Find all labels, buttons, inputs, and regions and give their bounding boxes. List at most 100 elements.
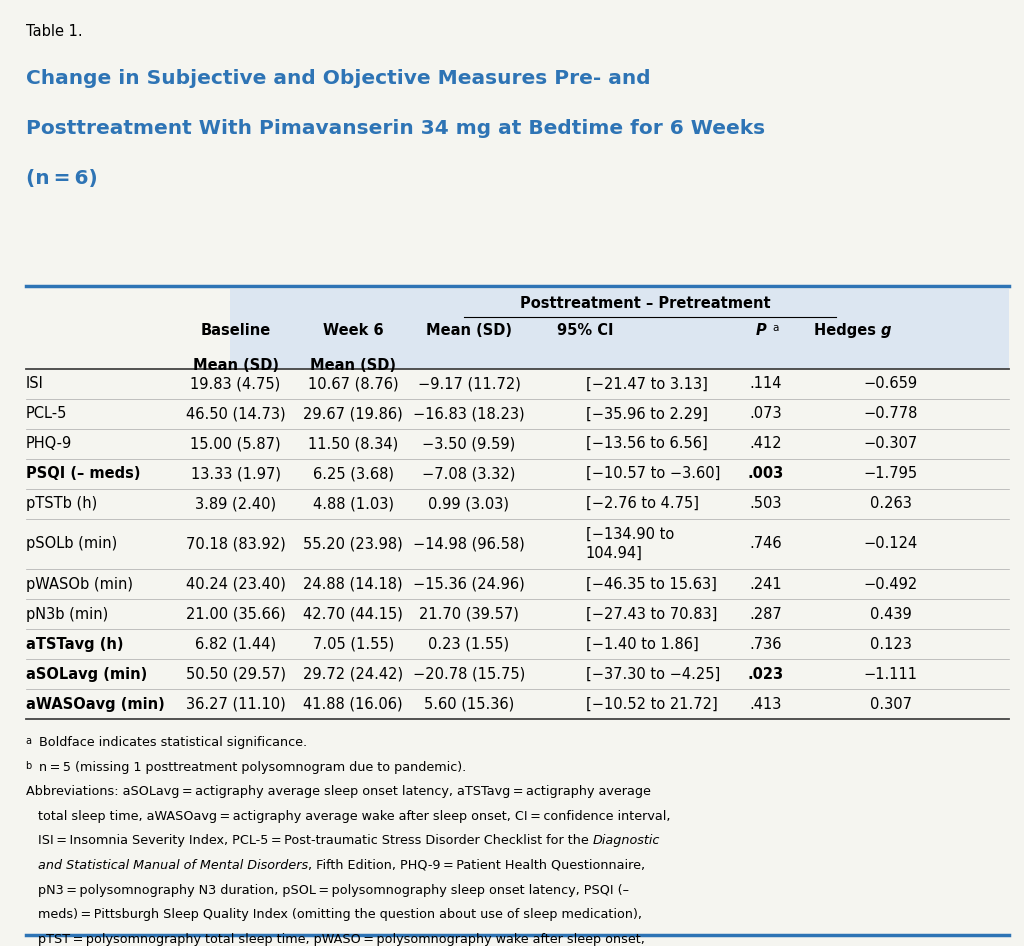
Text: Week 6: Week 6: [323, 323, 384, 338]
Text: 21.70 (39.57): 21.70 (39.57): [419, 606, 519, 622]
Text: Boldface indicates statistical significance.: Boldface indicates statistical significa…: [39, 736, 307, 749]
Text: [−46.35 to 15.63]: [−46.35 to 15.63]: [586, 577, 717, 592]
Text: 6.82 (1.44): 6.82 (1.44): [195, 637, 276, 652]
Text: 13.33 (1.97): 13.33 (1.97): [190, 466, 281, 482]
Text: −9.17 (11.72): −9.17 (11.72): [418, 377, 520, 392]
Text: −1.795: −1.795: [864, 466, 918, 482]
Text: PHQ-9: PHQ-9: [26, 436, 72, 451]
Text: Change in Subjective and Objective Measures Pre- and: Change in Subjective and Objective Measu…: [26, 69, 650, 88]
Text: 5.60 (15.36): 5.60 (15.36): [424, 696, 514, 711]
Text: 55.20 (23.98): 55.20 (23.98): [303, 536, 403, 552]
Text: 46.50 (14.73): 46.50 (14.73): [185, 407, 286, 421]
Text: .412: .412: [750, 436, 782, 451]
Text: g: g: [881, 323, 891, 338]
Text: 6.25 (3.68): 6.25 (3.68): [312, 466, 394, 482]
Text: 50.50 (29.57): 50.50 (29.57): [185, 667, 286, 681]
Text: [−2.76 to 4.75]: [−2.76 to 4.75]: [586, 496, 698, 511]
Text: ISI: ISI: [26, 377, 43, 392]
Text: b: b: [26, 761, 32, 771]
Text: −14.98 (96.58): −14.98 (96.58): [413, 536, 525, 552]
Text: ISI = Insomnia Severity Index, PCL-5 = Post-traumatic Stress Disorder Checklist : ISI = Insomnia Severity Index, PCL-5 = P…: [26, 834, 592, 848]
Text: 40.24 (23.40): 40.24 (23.40): [185, 577, 286, 592]
Text: 104.94]: 104.94]: [586, 546, 643, 561]
Text: pN3b (min): pN3b (min): [26, 606, 108, 622]
Text: aTSTavg (h): aTSTavg (h): [26, 637, 123, 652]
Text: .241: .241: [750, 577, 782, 592]
Text: aSOLavg (min): aSOLavg (min): [26, 667, 146, 681]
Bar: [230, 289, 1009, 369]
Text: .413: .413: [750, 696, 782, 711]
Text: pTSTb (h): pTSTb (h): [26, 496, 97, 511]
Text: total sleep time, aWASOavg = actigraphy average wake after sleep onset, CI = con: total sleep time, aWASOavg = actigraphy …: [26, 810, 670, 823]
Text: 0.123: 0.123: [870, 637, 911, 652]
Text: 0.307: 0.307: [869, 696, 912, 711]
Text: [−1.40 to 1.86]: [−1.40 to 1.86]: [586, 637, 698, 652]
Text: 21.00 (35.66): 21.00 (35.66): [185, 606, 286, 622]
Text: 41.88 (16.06): 41.88 (16.06): [303, 696, 403, 711]
Text: 4.88 (1.03): 4.88 (1.03): [312, 496, 394, 511]
Text: 29.67 (19.86): 29.67 (19.86): [303, 407, 403, 421]
Text: pSOLb (min): pSOLb (min): [26, 536, 117, 552]
Text: −7.08 (3.32): −7.08 (3.32): [422, 466, 516, 482]
Text: 0.263: 0.263: [870, 496, 911, 511]
Text: PCL-5: PCL-5: [26, 407, 67, 421]
Text: 15.00 (5.87): 15.00 (5.87): [190, 436, 281, 451]
Text: Posttreatment With Pimavanserin 34 mg at Bedtime for 6 Weeks: Posttreatment With Pimavanserin 34 mg at…: [26, 119, 765, 138]
Text: .736: .736: [750, 637, 782, 652]
Text: a: a: [772, 323, 778, 333]
Text: −0.492: −0.492: [864, 577, 918, 592]
Text: Hedges: Hedges: [813, 323, 881, 338]
Text: P: P: [756, 323, 766, 338]
Text: 11.50 (8.34): 11.50 (8.34): [308, 436, 398, 451]
Text: Baseline: Baseline: [201, 323, 270, 338]
Text: .114: .114: [750, 377, 782, 392]
Text: .287: .287: [750, 606, 782, 622]
Text: .746: .746: [750, 536, 782, 552]
Text: −1.111: −1.111: [864, 667, 918, 681]
Text: pN3 = polysomnography N3 duration, pSOL = polysomnography sleep onset latency, P: pN3 = polysomnography N3 duration, pSOL …: [26, 884, 629, 897]
Text: and Statistical Manual of Mental Disorders: and Statistical Manual of Mental Disorde…: [26, 859, 308, 872]
Text: , Fifth Edition, PHQ-9 = Patient Health Questionnaire,: , Fifth Edition, PHQ-9 = Patient Health …: [308, 859, 645, 872]
Text: 36.27 (11.10): 36.27 (11.10): [185, 696, 286, 711]
Text: (n = 6): (n = 6): [26, 169, 97, 188]
Text: [−13.56 to 6.56]: [−13.56 to 6.56]: [586, 436, 708, 451]
Text: 3.89 (2.40): 3.89 (2.40): [195, 496, 276, 511]
Text: 95% CI: 95% CI: [557, 323, 614, 338]
Text: [−35.96 to 2.29]: [−35.96 to 2.29]: [586, 407, 708, 421]
Text: Posttreatment – Pretreatment: Posttreatment – Pretreatment: [520, 296, 771, 311]
Text: −20.78 (15.75): −20.78 (15.75): [413, 667, 525, 681]
Text: −0.124: −0.124: [864, 536, 918, 552]
Text: −15.36 (24.96): −15.36 (24.96): [413, 577, 525, 592]
Text: pTST = polysomnography total sleep time, pWASO = polysomnography wake after slee: pTST = polysomnography total sleep time,…: [26, 933, 644, 946]
Text: 0.23 (1.55): 0.23 (1.55): [428, 637, 510, 652]
Text: [−134.90 to: [−134.90 to: [586, 527, 674, 542]
Text: Abbreviations: aSOLavg = actigraphy average sleep onset latency, aTSTavg = actig: Abbreviations: aSOLavg = actigraphy aver…: [26, 785, 650, 798]
Text: −3.50 (9.59): −3.50 (9.59): [422, 436, 516, 451]
Text: PSQI (– meds): PSQI (– meds): [26, 466, 140, 482]
Text: 29.72 (24.42): 29.72 (24.42): [303, 667, 403, 681]
Text: meds) = Pittsburgh Sleep Quality Index (omitting the question about use of sleep: meds) = Pittsburgh Sleep Quality Index (…: [26, 908, 642, 921]
Text: .003: .003: [748, 466, 784, 482]
Text: .073: .073: [750, 407, 782, 421]
Text: 10.67 (8.76): 10.67 (8.76): [308, 377, 398, 392]
Text: −0.307: −0.307: [864, 436, 918, 451]
Text: 0.439: 0.439: [870, 606, 911, 622]
Text: Table 1.: Table 1.: [26, 24, 82, 39]
Text: [−10.57 to −3.60]: [−10.57 to −3.60]: [586, 466, 720, 482]
Text: [−21.47 to 3.13]: [−21.47 to 3.13]: [586, 377, 708, 392]
Text: .503: .503: [750, 496, 782, 511]
Text: Mean (SD): Mean (SD): [193, 358, 279, 373]
Text: 19.83 (4.75): 19.83 (4.75): [190, 377, 281, 392]
Text: [−37.30 to −4.25]: [−37.30 to −4.25]: [586, 667, 720, 681]
Text: 24.88 (14.18): 24.88 (14.18): [303, 577, 403, 592]
Text: [−10.52 to 21.72]: [−10.52 to 21.72]: [586, 696, 718, 711]
Text: 42.70 (44.15): 42.70 (44.15): [303, 606, 403, 622]
Text: Diagnostic: Diagnostic: [592, 834, 659, 848]
Text: −0.659: −0.659: [864, 377, 918, 392]
Text: 70.18 (83.92): 70.18 (83.92): [185, 536, 286, 552]
Text: Mean (SD): Mean (SD): [426, 323, 512, 338]
Text: 0.99 (3.03): 0.99 (3.03): [428, 496, 510, 511]
Text: −16.83 (18.23): −16.83 (18.23): [413, 407, 525, 421]
Text: n = 5 (missing 1 posttreatment polysomnogram due to pandemic).: n = 5 (missing 1 posttreatment polysomno…: [39, 761, 466, 774]
Text: −0.778: −0.778: [863, 407, 919, 421]
